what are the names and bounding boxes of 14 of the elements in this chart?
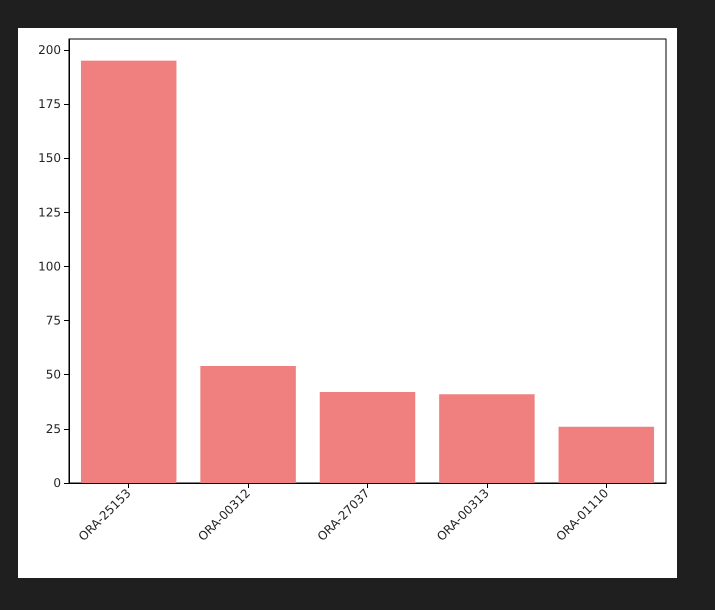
bar (558, 426, 654, 483)
bar (200, 366, 296, 483)
y-tick-label: 75 (46, 314, 61, 328)
bar (80, 60, 176, 483)
y-tick-label: 0 (53, 476, 61, 490)
bar (320, 392, 416, 483)
y-tick-label: 125 (38, 205, 61, 220)
y-tick-label: 50 (46, 368, 61, 382)
y-tick-label: 150 (38, 151, 61, 166)
bar (439, 394, 535, 483)
y-tick-label: 100 (38, 259, 61, 274)
y-tick-label: 200 (38, 42, 61, 57)
y-tick-label: 175 (38, 96, 61, 111)
y-tick-label: 25 (46, 422, 61, 436)
